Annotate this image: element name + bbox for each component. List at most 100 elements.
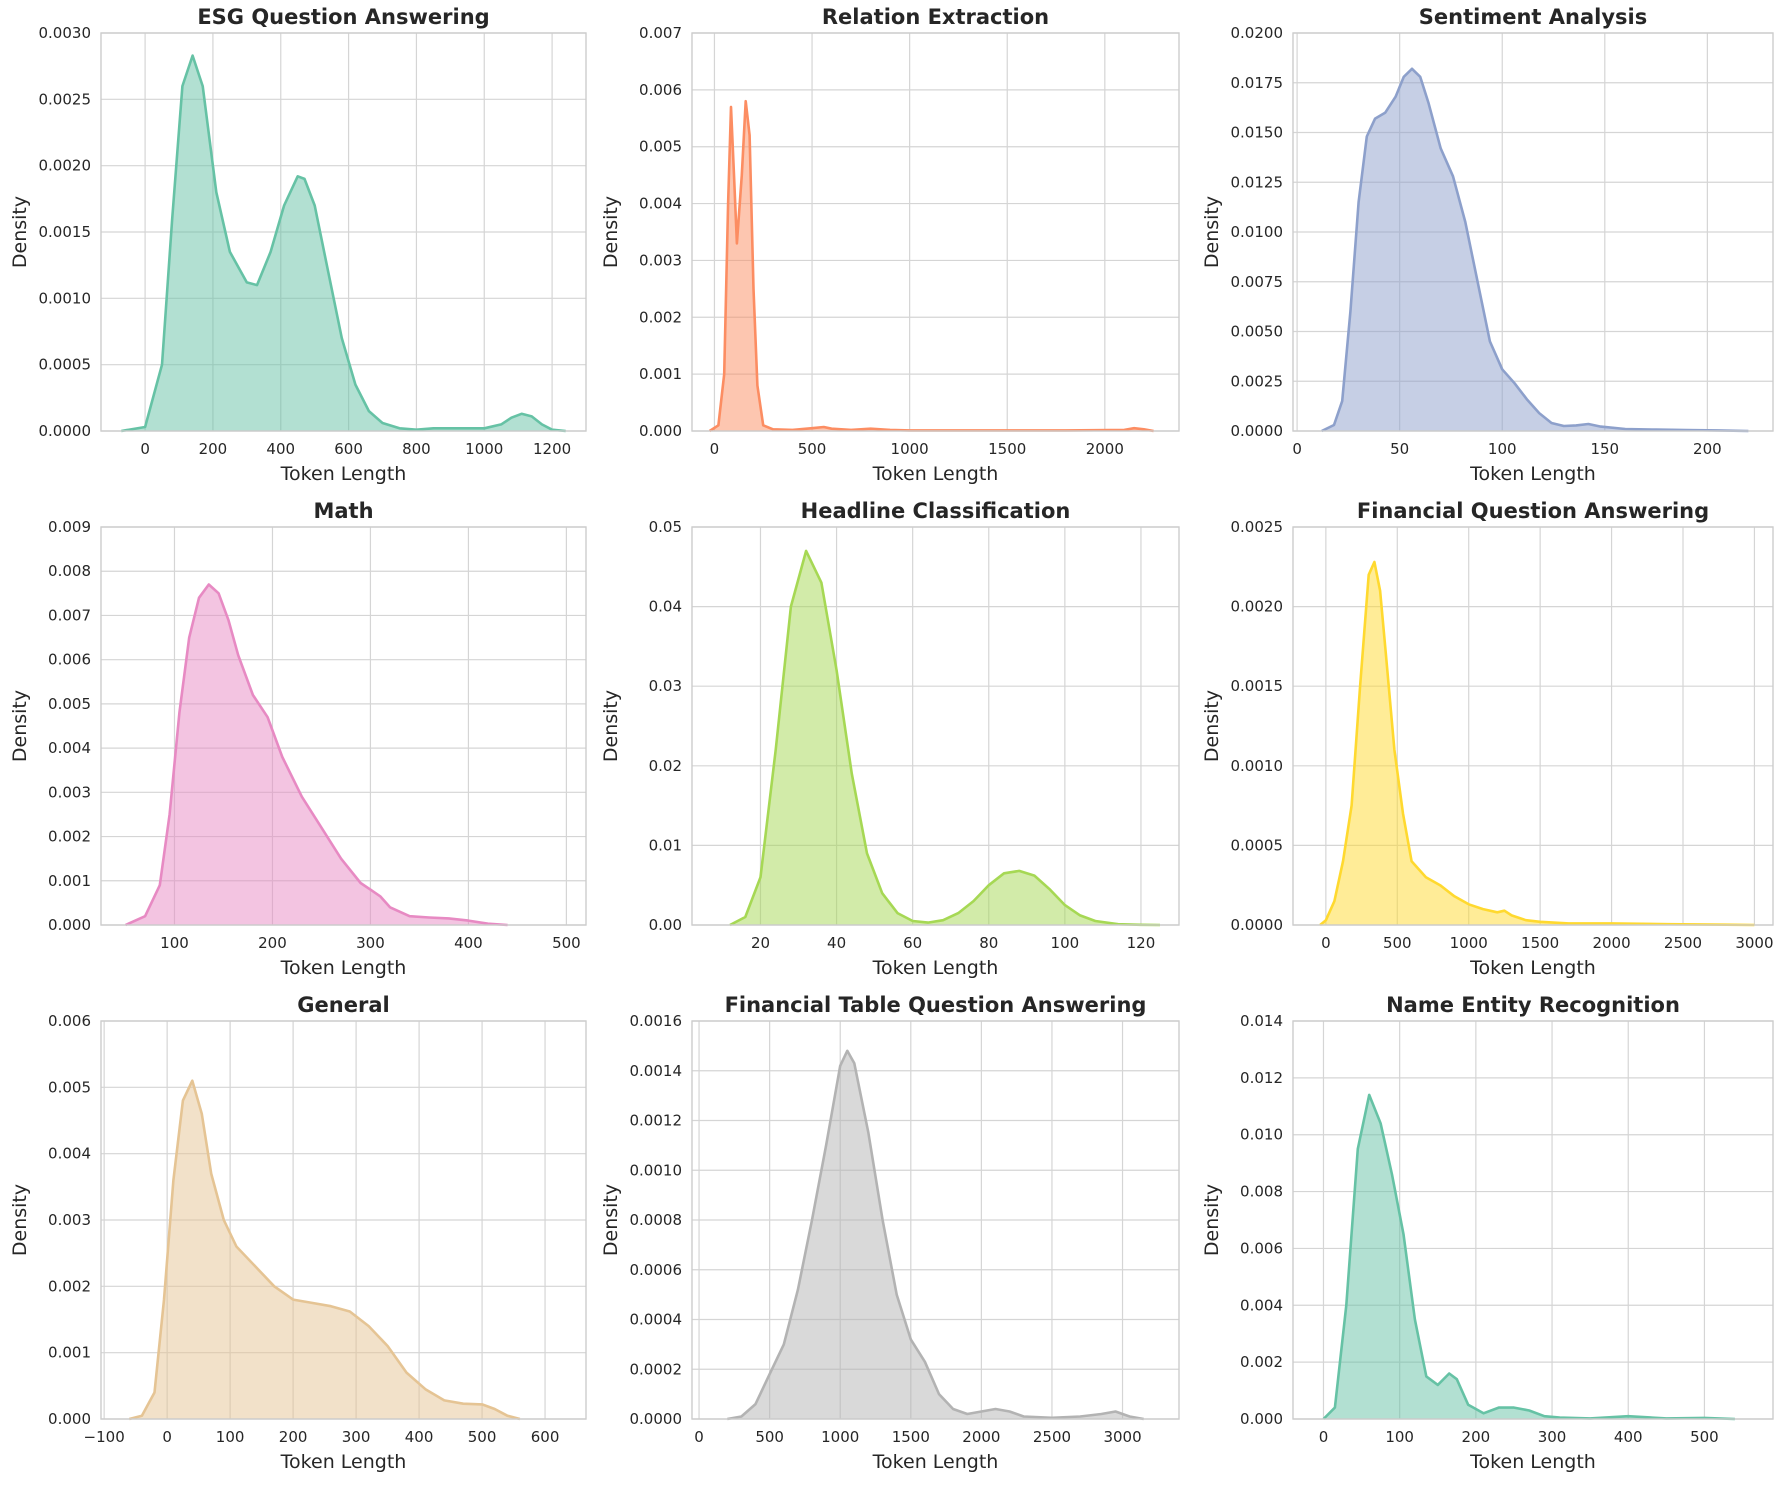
x-tick-label: 1000 [891,440,929,458]
plot-frame [100,1020,587,1420]
y-tick-label: 0.003 [48,783,91,801]
panel-9: 0.000 0.002 0.004 0.006 0.008 0.010 0.012 0.014… [1201,993,1774,1473]
x-tick-label: 0 [694,1428,704,1446]
x-tick-label: 200 [199,440,228,458]
y-tick-label: 0.04 [649,598,682,616]
x-axis-label: Token Length [280,957,407,979]
x-tick-label: 600 [334,440,363,458]
y-tick-label: 0.004 [1240,1296,1283,1314]
x-tick-label: 0 [140,440,150,458]
x-axis-label: Token Length [1469,463,1596,485]
density-line [729,549,1161,927]
density-line [124,583,508,927]
density-line [1321,67,1749,433]
density-area [1320,562,1755,925]
y-tick-label: 0.0014 [630,1062,683,1080]
y-tick-label: 0.0000 [1231,422,1284,440]
plot-frame [691,1020,1180,1420]
y-axis-label: Density [1201,196,1223,268]
y-axis-label: Density [1201,1184,1223,1256]
density-area [727,1050,1144,1419]
y-tick-label: 0.001 [639,365,682,383]
panel-title: Math [313,499,373,523]
x-tick-label: 500 [468,1428,497,1446]
plot-frame [1292,1020,1774,1420]
y-tick-label: 0.0200 [1231,24,1284,42]
y-tick-label: 0.008 [48,562,91,580]
y-tick-label: 0.0005 [39,356,92,374]
y-tick-label: 0.0010 [630,1161,683,1179]
x-tick-label: 3000 [1735,934,1773,952]
x-tick-label: 0 [1292,440,1302,458]
y-tick-label: 0.006 [48,1012,91,1030]
y-tick-label: 0.0015 [1231,677,1284,695]
plot-frame [100,526,587,926]
x-tick-label: 1500 [892,1428,930,1446]
y-tick-label: 0.0100 [1231,223,1284,241]
y-axis-label: Density [600,1184,622,1256]
y-tick-label: 0.0010 [1231,757,1284,775]
y-tick-label: 0.003 [639,251,682,269]
x-tick-label: 300 [1538,1428,1567,1446]
y-tick-label: 0.0006 [630,1261,683,1279]
y-tick-label: 0.0000 [1231,916,1284,934]
x-tick-label: 1000 [1450,934,1488,952]
plot-frame [691,526,1180,926]
y-tick-label: 0.005 [48,1078,91,1096]
y-tick-label: 0.0025 [1231,518,1284,536]
x-tick-label: 300 [356,934,385,952]
x-tick-label: 200 [258,934,287,952]
y-tick-label: 0.004 [639,195,682,213]
y-tick-label: 0.0012 [630,1112,683,1130]
y-tick-label: 0.00 [649,916,682,934]
x-tick-label: 0 [1321,934,1331,952]
plot-frame [100,32,587,432]
x-tick-label: 50 [1390,440,1409,458]
y-tick-label: 0.007 [48,606,91,624]
y-tick-label: 0.008 [1240,1183,1283,1201]
y-axis-label: Density [600,196,622,268]
panel-title: Sentiment Analysis [1419,5,1647,29]
y-axis-label: Density [9,690,31,762]
panel-title: Financial Table Question Answering [725,993,1147,1017]
density-area [1321,68,1749,432]
y-tick-label: 0.0010 [39,289,92,307]
y-tick-label: 0.003 [48,1211,91,1229]
density-area [730,550,1160,925]
y-tick-label: 0.010 [1240,1126,1283,1144]
panel-4: 0.000 0.001 0.002 0.003 0.004 0.005 0.006 0.007… [9,499,587,979]
y-tick-label: 0.0125 [1231,173,1284,191]
y-tick-label: 0.0175 [1231,74,1284,92]
y-tick-label: 0.0015 [39,223,92,241]
x-axis-label: Token Length [280,1451,407,1473]
y-tick-label: 0.000 [48,1410,91,1428]
y-tick-label: 0.0002 [630,1360,683,1378]
y-tick-label: 0.03 [649,677,682,695]
density-area [709,101,1154,431]
x-tick-label: 60 [903,934,922,952]
y-tick-label: 0.007 [639,24,682,42]
plot-frame [1292,526,1774,926]
density-area [129,1080,520,1419]
panel-title: Relation Extraction [822,5,1049,29]
x-tick-label: −100 [84,1428,125,1446]
x-tick-label: 1000 [465,440,503,458]
x-tick-label: 0 [162,1428,172,1446]
x-axis-label: Token Length [872,463,999,485]
y-tick-label: 0.0025 [39,90,92,108]
x-tick-label: 500 [552,934,581,952]
panel-title: Name Entity Recognition [1386,993,1680,1017]
y-tick-label: 0.0020 [1231,598,1284,616]
density-area [121,55,566,431]
x-axis-label: Token Length [280,463,407,485]
panel-6: 0.0000 0.0005 0.0010 0.0015 0.0020 0.0025 0 500… [1201,499,1774,979]
y-axis-label: Density [600,690,622,762]
panel-2: 0.000 0.001 0.002 0.003 0.004 0.005 0.006 0.007… [600,5,1180,485]
x-tick-label: 200 [1462,1428,1491,1446]
y-axis-label: Density [9,1184,31,1256]
y-tick-label: 0.002 [48,828,91,846]
x-tick-label: 2500 [1033,1428,1071,1446]
panel-5: 0.00 0.01 0.02 0.03 0.04 0.05 20 40 60 80 100 120 He… [600,499,1180,979]
